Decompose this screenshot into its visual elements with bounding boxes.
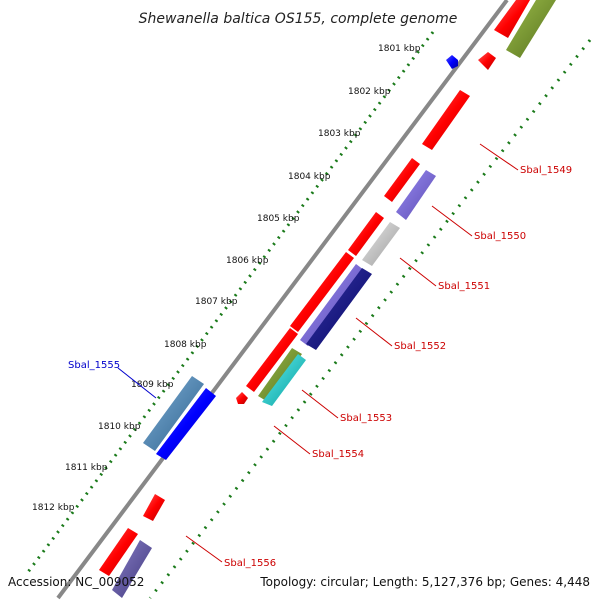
gene-label-Sbal_1552[interactable]: Sbal_1552 xyxy=(394,341,446,352)
leader-Sbal_1556 xyxy=(185,535,223,563)
gene-Sbal_1554[interactable] xyxy=(262,354,306,406)
label-leaders xyxy=(117,143,519,563)
gene-feature-red-small[interactable] xyxy=(478,52,496,70)
outer-tick-ring xyxy=(26,31,435,573)
gene-label-Sbal_1555[interactable]: Sbal_1555 xyxy=(68,360,120,371)
kbp-tick-1812: 1812 kbp xyxy=(32,503,75,513)
gene-feature-red[interactable] xyxy=(246,328,298,392)
genome-backbone xyxy=(56,0,509,600)
gene-feature-purple[interactable] xyxy=(300,264,364,346)
gene-Sbal_1551[interactable] xyxy=(362,222,400,266)
gene-feature-blue[interactable] xyxy=(156,388,216,460)
map-title: Shewanella baltica OS155, complete genom… xyxy=(139,11,458,27)
gene-label-Sbal_1550[interactable]: Sbal_1550 xyxy=(474,231,526,242)
leader-Sbal_1551 xyxy=(399,257,437,287)
gene-label-Sbal_1556[interactable]: Sbal_1556 xyxy=(224,558,276,569)
kbp-tick-1810: 1810 kbp xyxy=(98,422,141,432)
gene-label-Sbal_1551[interactable]: Sbal_1551 xyxy=(438,281,490,292)
leader-Sbal_1553 xyxy=(301,389,339,419)
kbp-tick-1807: 1807 kbp xyxy=(195,297,238,307)
kbp-tick-1805: 1805 kbp xyxy=(257,214,300,224)
gene-Sbal_1553[interactable] xyxy=(258,348,302,402)
kbp-tick-labels: 1801 kbp 1802 kbp 1803 kbp 1804 kbp 1805… xyxy=(32,44,421,513)
leader-Sbal_1549 xyxy=(479,143,519,171)
kbp-tick-1808: 1808 kbp xyxy=(164,340,207,350)
gene-feature-red[interactable] xyxy=(494,0,530,38)
forward-strand-genes xyxy=(99,55,470,576)
kbp-tick-1801: 1801 kbp xyxy=(378,44,421,54)
gene-Sbal_1550[interactable] xyxy=(396,170,436,220)
gene-feature-red[interactable] xyxy=(422,90,470,150)
gene-feature-red[interactable] xyxy=(99,528,138,576)
gene-feature-red[interactable] xyxy=(143,494,165,521)
leader-Sbal_1555 xyxy=(117,367,157,399)
accession-text: Accession: NC_009052 xyxy=(8,575,144,589)
genome-summary-text: Topology: circular; Length: 5,127,376 bp… xyxy=(259,575,590,589)
gene-label-Sbal_1549[interactable]: Sbal_1549 xyxy=(520,165,572,176)
reverse-strand-genes xyxy=(112,0,556,598)
gene-Sbal_1552[interactable] xyxy=(306,268,372,350)
inner-tick-ring xyxy=(148,39,592,599)
kbp-tick-1811: 1811 kbp xyxy=(65,463,108,473)
gene-labels: Sbal_1549 Sbal_1550 Sbal_1551 Sbal_1552 … xyxy=(68,165,572,569)
gene-feature-red-small[interactable] xyxy=(236,392,248,404)
gene-feature-olive[interactable] xyxy=(506,0,556,58)
gene-feature-red[interactable] xyxy=(348,212,384,256)
leader-Sbal_1552 xyxy=(355,317,393,347)
gene-Sbal_1555[interactable] xyxy=(143,376,204,451)
gene-Sbal_1556[interactable] xyxy=(112,540,152,598)
kbp-tick-1802: 1802 kbp xyxy=(348,87,391,97)
gene-blue-small[interactable] xyxy=(446,55,458,69)
gene-label-Sbal_1554[interactable]: Sbal_1554 xyxy=(312,449,364,460)
kbp-tick-1809: 1809 kbp xyxy=(131,380,174,390)
kbp-tick-1806: 1806 kbp xyxy=(226,256,269,266)
kbp-tick-1803: 1803 kbp xyxy=(318,129,361,139)
leader-Sbal_1554 xyxy=(273,425,311,455)
gene-feature-red[interactable] xyxy=(384,158,420,202)
gene-feature-red[interactable] xyxy=(290,252,354,332)
gene-label-Sbal_1553[interactable]: Sbal_1553 xyxy=(340,413,392,424)
leader-Sbal_1550 xyxy=(431,205,473,237)
kbp-tick-1804: 1804 kbp xyxy=(288,172,331,182)
